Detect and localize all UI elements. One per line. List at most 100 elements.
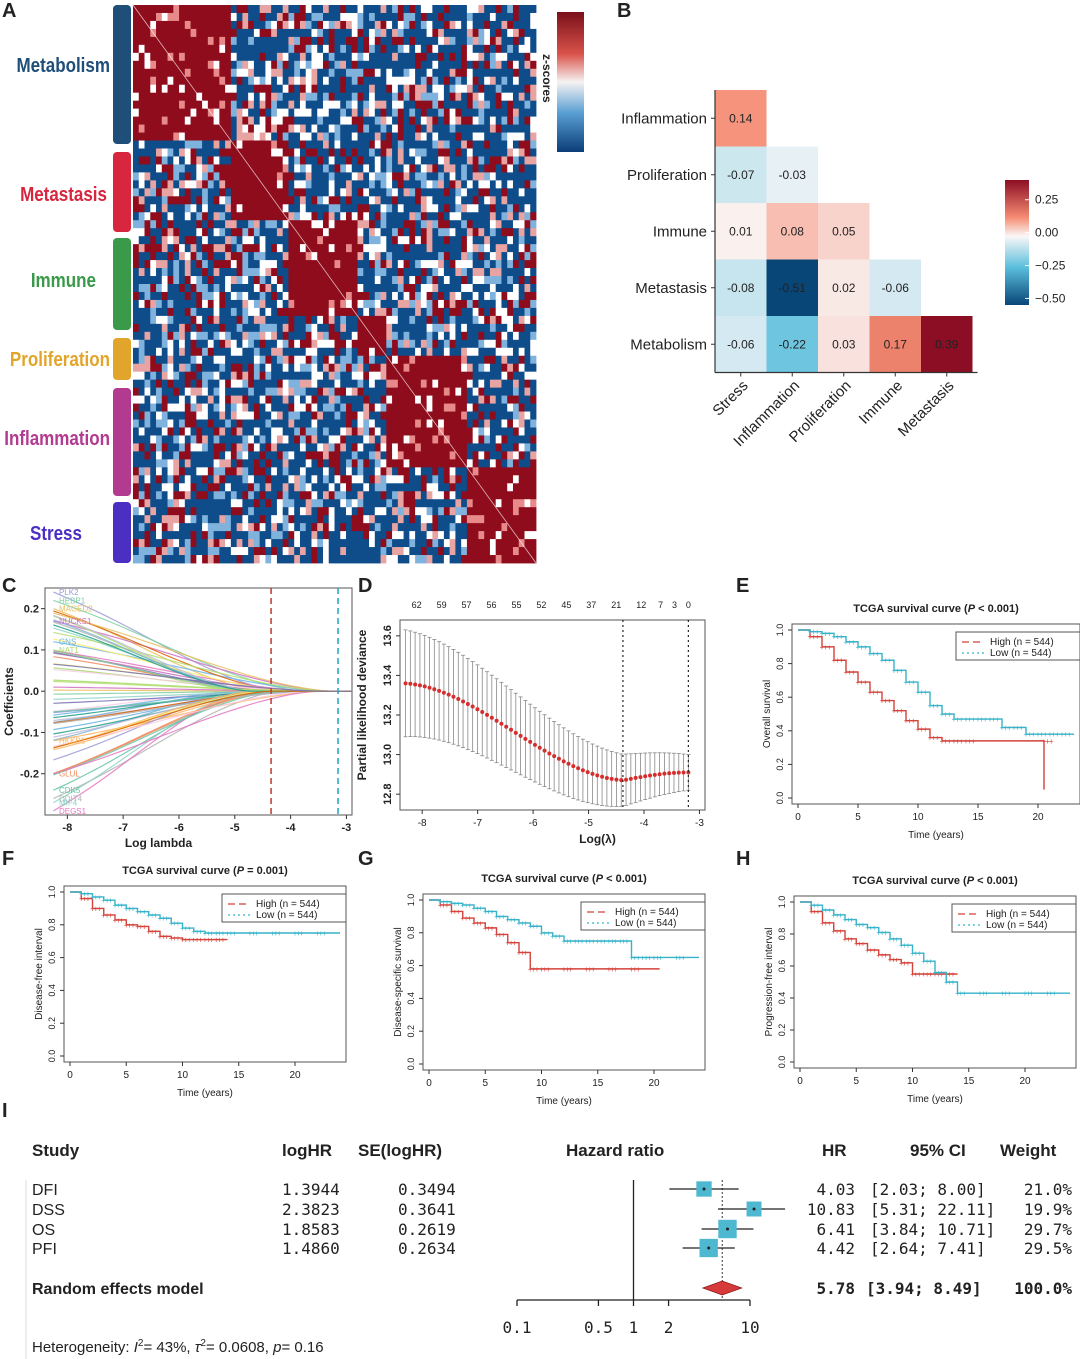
heat-cell bbox=[161, 531, 168, 540]
heat-cell bbox=[369, 196, 376, 205]
heat-cell bbox=[230, 164, 238, 173]
heat-cell bbox=[334, 20, 341, 30]
heat-cell bbox=[518, 323, 525, 333]
heat-cell bbox=[489, 132, 497, 141]
heat-cell bbox=[403, 467, 410, 476]
heat-cell bbox=[466, 172, 474, 181]
heat-cell bbox=[397, 483, 404, 492]
heat-cell bbox=[305, 28, 312, 38]
heat-cell bbox=[288, 132, 295, 141]
heat-cell bbox=[507, 132, 514, 141]
heat-cell bbox=[213, 188, 220, 197]
heat-cell bbox=[150, 196, 157, 205]
heat-cell bbox=[380, 507, 387, 516]
heat-cell bbox=[495, 268, 502, 277]
heat-cell bbox=[173, 68, 180, 78]
heat-cell bbox=[265, 36, 272, 46]
heat-cell bbox=[236, 315, 243, 325]
heat-cell bbox=[397, 339, 404, 349]
heat-cell bbox=[219, 331, 226, 341]
heat-cell bbox=[248, 507, 255, 516]
heat-cell bbox=[530, 116, 537, 125]
heat-cell bbox=[466, 164, 474, 173]
heat-cell bbox=[133, 443, 140, 452]
heat-cell bbox=[478, 52, 485, 62]
heat-cell bbox=[288, 44, 295, 54]
heat-cell bbox=[184, 387, 191, 396]
heat-cell bbox=[328, 507, 335, 516]
heat-cell bbox=[225, 459, 232, 468]
heat-cell bbox=[207, 531, 214, 540]
heat-cell bbox=[150, 68, 157, 78]
group-bar-metabolism bbox=[113, 5, 131, 144]
heat-cell bbox=[518, 347, 525, 357]
group-label-proliferation: Proliferation bbox=[10, 348, 110, 371]
heat-cell bbox=[202, 315, 209, 325]
heat-cell bbox=[374, 555, 381, 564]
heat-cell bbox=[409, 523, 416, 532]
heat-cell bbox=[478, 507, 485, 516]
heat-cell bbox=[380, 100, 387, 110]
heat-cell bbox=[374, 451, 381, 460]
heat-cell bbox=[299, 212, 307, 221]
heat-cell bbox=[392, 68, 399, 78]
heat-cell bbox=[184, 355, 191, 365]
heat-cell bbox=[409, 180, 416, 189]
heat-cell bbox=[392, 156, 399, 165]
heat-cell bbox=[156, 483, 163, 492]
heat-cell bbox=[363, 347, 370, 357]
heat-cell bbox=[133, 507, 140, 516]
heat-cell bbox=[495, 307, 502, 317]
heat-cell bbox=[305, 483, 312, 492]
heat-cell bbox=[363, 371, 370, 381]
heat-cell bbox=[397, 323, 404, 333]
heat-cell bbox=[259, 475, 266, 484]
heat-cell bbox=[397, 148, 404, 157]
heat-cell bbox=[311, 260, 318, 269]
heat-cell bbox=[156, 204, 163, 213]
heat-cell bbox=[299, 100, 307, 110]
heat-cell bbox=[322, 44, 330, 54]
heat-cell bbox=[288, 531, 295, 540]
heat-cell bbox=[484, 395, 491, 404]
heat-cell bbox=[386, 244, 393, 253]
heat-cell bbox=[403, 395, 410, 404]
heat-cell bbox=[507, 339, 514, 349]
heat-cell bbox=[340, 483, 347, 492]
heat-cell bbox=[386, 60, 393, 70]
heat-cell bbox=[432, 244, 439, 253]
heat-cell bbox=[156, 76, 163, 86]
heat-cell bbox=[489, 411, 497, 420]
heat-cell bbox=[294, 236, 301, 245]
heat-cell bbox=[248, 339, 255, 349]
heat-cell bbox=[363, 451, 370, 460]
heat-cell bbox=[420, 531, 428, 540]
heat-cell bbox=[363, 172, 370, 181]
heat-cell bbox=[472, 443, 479, 452]
heat-cell bbox=[426, 116, 433, 125]
heat-cell bbox=[409, 411, 416, 420]
heat-cell bbox=[409, 92, 416, 102]
heat-cell bbox=[161, 419, 168, 428]
heat-cell bbox=[363, 475, 370, 484]
group-bar-metastasis bbox=[113, 152, 131, 232]
heat-cell bbox=[265, 467, 272, 476]
heat-cell bbox=[161, 188, 168, 197]
heat-cell bbox=[466, 108, 474, 117]
heat-cell bbox=[167, 116, 174, 125]
heat-cell bbox=[512, 84, 520, 94]
heat-cell bbox=[133, 555, 140, 564]
heat-cell bbox=[489, 5, 497, 14]
heat-cell bbox=[530, 132, 537, 141]
heat-cell bbox=[190, 60, 197, 70]
heat-cell bbox=[340, 403, 347, 412]
heat-cell bbox=[397, 539, 404, 548]
heat-cell bbox=[138, 411, 145, 420]
heat-cell bbox=[259, 419, 266, 428]
heat-cell bbox=[340, 443, 347, 452]
heat-cell bbox=[202, 355, 209, 365]
heat-cell bbox=[340, 347, 347, 357]
heat-cell bbox=[299, 92, 307, 102]
heat-cell bbox=[397, 108, 404, 117]
heat-cell bbox=[466, 339, 474, 349]
